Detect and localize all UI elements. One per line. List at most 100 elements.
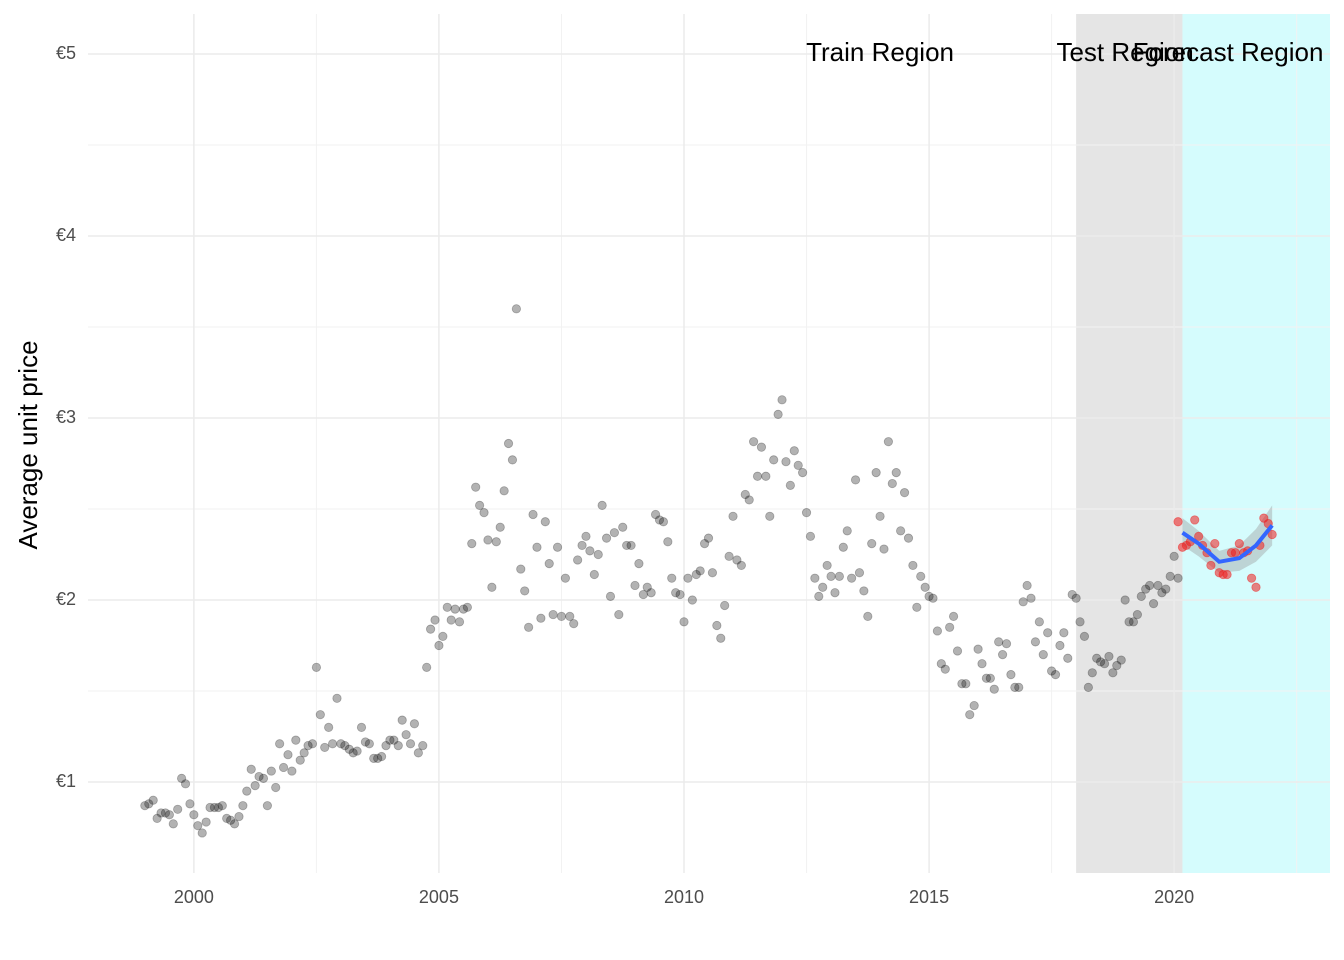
data-point xyxy=(736,560,746,571)
data-point xyxy=(924,591,934,601)
data-point xyxy=(1246,573,1257,583)
data-point xyxy=(356,722,367,733)
data-point xyxy=(565,611,575,621)
data-point xyxy=(254,771,264,782)
data-point xyxy=(1136,591,1146,601)
data-point xyxy=(622,540,632,551)
x-tick-label: 2015 xyxy=(909,887,949,907)
data-point xyxy=(928,593,938,603)
data-point xyxy=(671,588,681,598)
data-point xyxy=(373,753,383,763)
data-point xyxy=(1001,639,1012,649)
data-point xyxy=(185,799,195,809)
data-point xyxy=(691,569,701,580)
data-point xyxy=(217,801,227,811)
data-point xyxy=(981,673,992,683)
data-point xyxy=(544,559,554,569)
data-point xyxy=(826,571,836,581)
data-point xyxy=(295,755,305,765)
data-point xyxy=(720,600,730,611)
data-point xyxy=(442,602,452,612)
data-point xyxy=(213,802,223,813)
data-point xyxy=(540,517,550,527)
data-point xyxy=(687,595,697,605)
data-point xyxy=(1234,538,1244,549)
data-point xyxy=(756,442,767,452)
data-point xyxy=(283,750,293,760)
data-point xyxy=(1079,631,1090,642)
data-point xyxy=(630,580,640,591)
data-point xyxy=(936,659,946,669)
data-point xyxy=(458,604,469,614)
data-point xyxy=(189,810,199,820)
data-point xyxy=(524,622,534,632)
data-point xyxy=(1043,628,1053,638)
data-point xyxy=(609,528,620,538)
data-point xyxy=(838,542,848,552)
data-point xyxy=(1251,582,1261,592)
data-point xyxy=(336,739,346,749)
data-point xyxy=(850,475,861,485)
data-point xyxy=(430,615,440,625)
data-point xyxy=(229,819,240,829)
data-point xyxy=(965,710,975,720)
x-tick-label: 2020 xyxy=(1154,887,1194,907)
data-point xyxy=(789,446,799,456)
data-point xyxy=(908,560,918,571)
data-point xyxy=(418,741,428,751)
data-point xyxy=(344,744,354,754)
data-point xyxy=(1059,628,1069,638)
data-point xyxy=(1099,659,1110,669)
data-point xyxy=(916,571,926,581)
data-point xyxy=(777,395,787,405)
data-point xyxy=(589,569,599,580)
data-point xyxy=(1141,584,1151,594)
data-point xyxy=(626,540,636,551)
data-point xyxy=(226,815,236,825)
y-tick-label: €1 xyxy=(56,771,76,791)
region-label: Train Region xyxy=(806,37,954,67)
data-point xyxy=(948,611,959,621)
data-point xyxy=(899,488,910,498)
data-point xyxy=(1050,670,1061,680)
data-point xyxy=(340,741,350,751)
data-point xyxy=(262,801,272,811)
data-point xyxy=(699,538,710,549)
data-point xyxy=(409,719,420,729)
x-tick-label: 2010 xyxy=(664,887,704,907)
data-point xyxy=(740,489,750,500)
data-point xyxy=(854,568,865,578)
data-point xyxy=(1153,580,1163,591)
data-point xyxy=(712,620,722,631)
data-point xyxy=(1034,617,1044,627)
data-point xyxy=(952,646,963,656)
data-point xyxy=(140,801,150,811)
data-point xyxy=(1128,617,1139,627)
data-point xyxy=(814,591,824,601)
data-point xyxy=(834,571,844,581)
data-point xyxy=(499,486,509,496)
data-point xyxy=(467,538,477,549)
data-point xyxy=(605,591,616,601)
y-tick-label: €4 xyxy=(56,225,76,245)
data-point xyxy=(156,808,166,818)
data-point xyxy=(168,819,178,829)
data-point xyxy=(601,533,612,543)
data-point xyxy=(749,437,759,447)
data-point xyxy=(560,573,570,583)
data-point xyxy=(1173,517,1183,527)
data-point xyxy=(332,693,342,703)
data-point xyxy=(242,786,252,796)
data-point xyxy=(299,748,309,758)
data-point xyxy=(585,546,595,556)
data-point xyxy=(716,633,726,643)
data-point xyxy=(614,609,624,620)
data-point xyxy=(663,537,673,547)
data-point xyxy=(1026,593,1036,603)
data-point xyxy=(471,482,481,492)
data-point xyxy=(969,700,979,711)
data-point xyxy=(801,508,812,518)
data-point xyxy=(193,821,203,831)
data-point xyxy=(724,551,734,561)
